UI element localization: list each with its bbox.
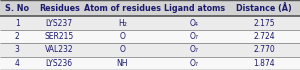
Text: Residues: Residues [39, 4, 80, 13]
Text: 1.874: 1.874 [253, 59, 275, 68]
Text: 3: 3 [15, 45, 20, 54]
Text: S. No: S. No [5, 4, 29, 13]
Text: SER215: SER215 [45, 32, 74, 41]
Text: O₄: O₄ [190, 19, 199, 28]
Text: 2: 2 [15, 32, 20, 41]
Text: 1: 1 [15, 19, 20, 28]
Text: LYS237: LYS237 [46, 19, 73, 28]
Text: VAL232: VAL232 [45, 45, 74, 54]
Text: O₇: O₇ [190, 59, 199, 68]
Text: O: O [119, 45, 125, 54]
Text: Ligand atoms: Ligand atoms [164, 4, 225, 13]
Bar [0, 57, 300, 70]
Bar [0, 30, 300, 43]
Text: O₇: O₇ [190, 45, 199, 54]
Bar [0, 43, 300, 57]
Text: O₇: O₇ [190, 32, 199, 41]
Text: O: O [119, 32, 125, 41]
Text: NH: NH [116, 59, 128, 68]
Bar [0, 0, 300, 16]
Text: 4: 4 [15, 59, 20, 68]
Text: Distance (Å): Distance (Å) [236, 3, 292, 13]
Text: Atom of residues: Atom of residues [84, 4, 161, 13]
Text: LYS236: LYS236 [46, 59, 73, 68]
Text: 2.724: 2.724 [253, 32, 275, 41]
Bar [0, 16, 300, 30]
Text: 2.770: 2.770 [253, 45, 275, 54]
Text: 2.175: 2.175 [253, 19, 275, 28]
Text: H₂: H₂ [118, 19, 127, 28]
